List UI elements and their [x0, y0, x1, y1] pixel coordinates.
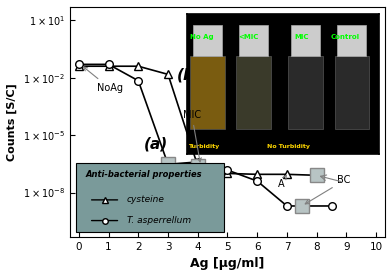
- X-axis label: Ag [μg/ml]: Ag [μg/ml]: [190, 257, 265, 270]
- Text: T. asperrellum: T. asperrellum: [127, 216, 191, 225]
- Text: (a): (a): [144, 137, 169, 152]
- Text: A: A: [278, 175, 286, 189]
- Text: NoAg: NoAg: [83, 67, 123, 93]
- Y-axis label: Counts [S/C]: Counts [S/C]: [7, 83, 17, 161]
- Text: BC: BC: [305, 175, 351, 204]
- Text: cysteine: cysteine: [127, 195, 165, 204]
- Text: Anti-bacterial properties: Anti-bacterial properties: [86, 170, 202, 179]
- FancyBboxPatch shape: [76, 163, 224, 232]
- Text: MIC: MIC: [183, 110, 201, 162]
- Text: (b): (b): [177, 68, 202, 83]
